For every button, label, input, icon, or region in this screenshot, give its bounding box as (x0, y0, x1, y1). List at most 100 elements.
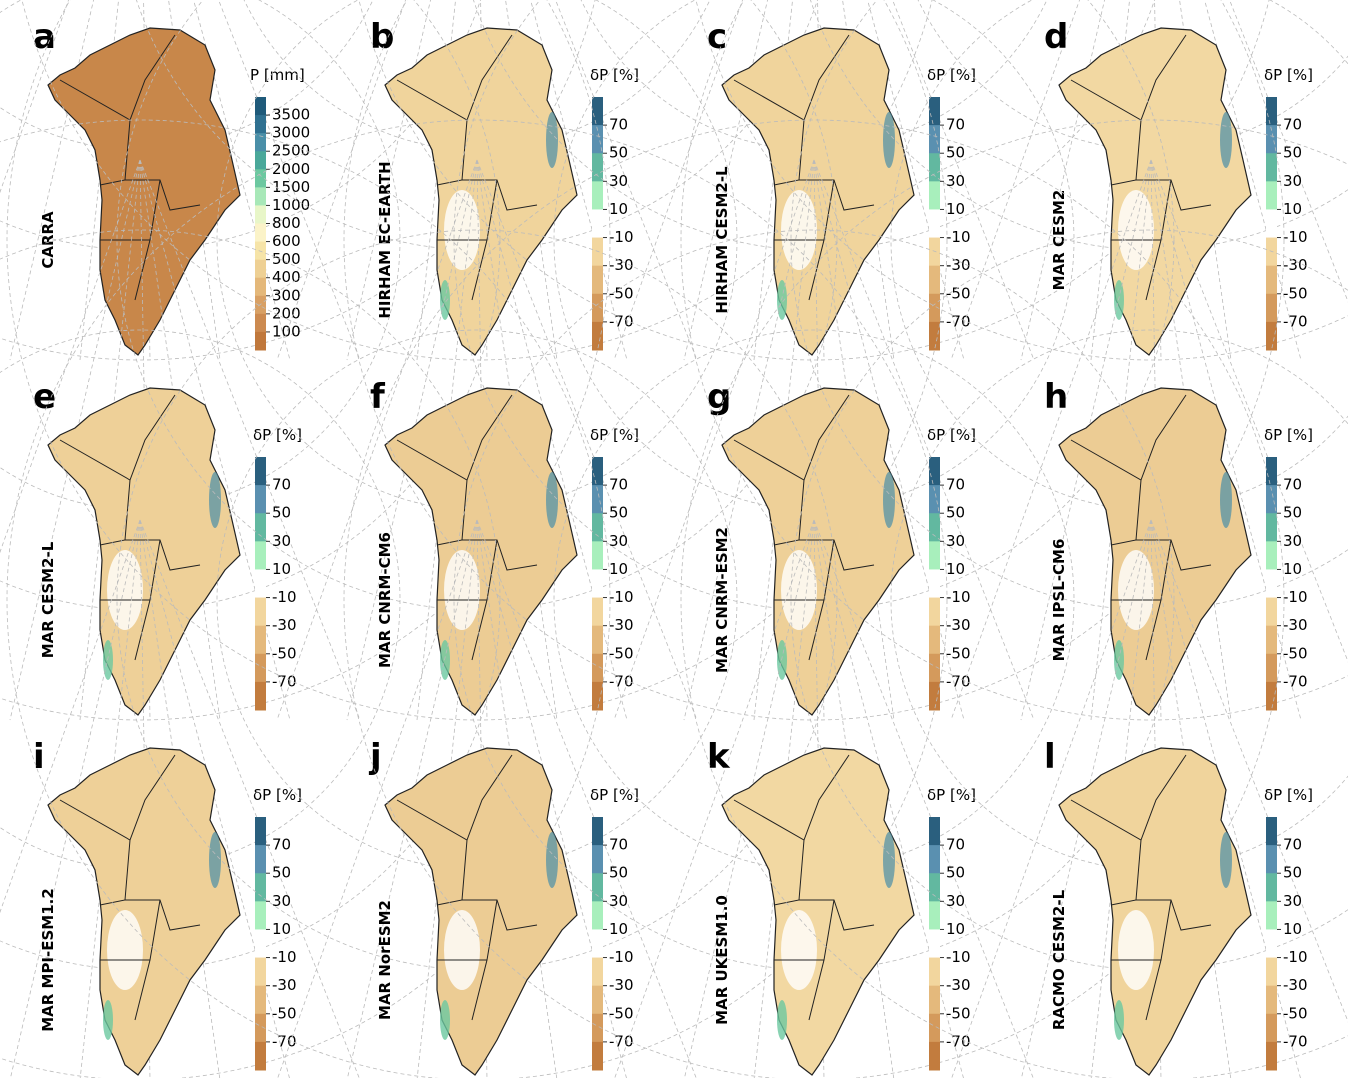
colorbar-tick-label: 50 (609, 144, 628, 162)
colorbar-tick-label: 10 (272, 560, 291, 578)
colorbar-tick-label: 30 (609, 532, 628, 550)
graticule (950, 159, 1152, 721)
colorbar-tick-label: 50 (272, 504, 291, 522)
graticule (613, 0, 743, 361)
basin-boundary (59, 34, 201, 301)
colorbar-tick-label: -30 (609, 616, 634, 634)
colorbar-segment (255, 569, 266, 599)
colorbar-tick-label: -50 (609, 1004, 634, 1022)
colorbar-segment (1266, 321, 1277, 351)
colorbar-segment (1266, 873, 1277, 902)
greenland-map (47, 27, 241, 356)
colorbar-segment (1266, 181, 1277, 210)
colorbar-tick-label: 2500 (272, 142, 310, 160)
wet-coast (546, 832, 558, 888)
graticule (614, 519, 815, 1078)
colorbar-segment (255, 485, 266, 514)
colorbar-tick-label: 10 (946, 560, 965, 578)
colorbar-segment (929, 265, 940, 295)
colorbar-tick-label: -70 (609, 1032, 634, 1050)
colorbar-tick-label: -30 (1283, 256, 1308, 274)
colorbar-tick-label: 70 (272, 476, 291, 494)
greenland-map (721, 387, 915, 716)
colorbar-tick-label: 2000 (272, 160, 310, 178)
colorbar-segment (1266, 97, 1277, 126)
colorbar-tick-label: -50 (272, 644, 297, 662)
colorbar-tick-label: 50 (272, 864, 291, 882)
colorbar-tick-label: 30 (946, 172, 965, 190)
colorbar-segment (592, 541, 603, 570)
colorbar-segment (255, 985, 266, 1015)
colorbar-tick-label: 50 (609, 864, 628, 882)
colorbar-segment (592, 209, 603, 239)
colorbar-tick-label: 50 (946, 504, 965, 522)
colorbar-segment (1266, 541, 1277, 570)
panel: c HIRHAM CESM2-L δP [%] 70 50 30 10 -10 -30 -50 -7… (358, 0, 1270, 361)
colorbar-title: δP [%] (1264, 66, 1313, 84)
colorbar-tick-label: 30 (946, 532, 965, 550)
colorbar-segment (1266, 929, 1277, 959)
colorbar-tick-label: 50 (609, 504, 628, 522)
colorbar-segment (255, 929, 266, 959)
colorbar-segment (929, 569, 940, 599)
greenland-map (384, 27, 578, 356)
colorbar-segment (929, 929, 940, 959)
wet-coast (1220, 832, 1232, 888)
greenland-map (384, 747, 578, 1076)
wet-coast (440, 640, 450, 680)
colorbar-tick-label: 70 (609, 836, 628, 854)
wet-coast (883, 832, 895, 888)
graticule (0, 519, 141, 914)
graticule (680, 0, 1348, 721)
graticule (453, 229, 1175, 971)
colorbar-segment (929, 485, 940, 514)
colorbar-tick-label: -10 (609, 228, 634, 246)
colorbar-tick-label: 30 (272, 532, 291, 550)
colorbar-segment (255, 513, 266, 542)
colorbar-segment (592, 457, 603, 486)
colorbar-tick-label: 3500 (272, 106, 310, 124)
basin-boundary (733, 754, 875, 1021)
colorbar-tick-label: -50 (946, 644, 971, 662)
colorbar-segment (592, 181, 603, 210)
colorbar-segment (1266, 485, 1277, 514)
basin-boundary (733, 34, 875, 301)
panel-label: MAR IPSL-CM6 (1050, 539, 1068, 662)
graticule (0, 159, 141, 554)
wet-coast (1114, 280, 1124, 320)
colorbar-segment (255, 277, 266, 297)
colorbar-tick-label: 1500 (272, 178, 310, 196)
colorbar-segment (929, 817, 940, 846)
colorbar-title: δP [%] (590, 66, 639, 84)
colorbar-tick-label: 10 (946, 200, 965, 218)
colorbar-segment (592, 153, 603, 182)
colorbar-segment (1266, 457, 1277, 486)
wet-coast (546, 112, 558, 168)
colorbar-segment (592, 293, 603, 323)
basin-boundary (396, 754, 538, 1021)
colorbar-tick-label: -50 (946, 284, 971, 302)
colorbar-segment (929, 901, 940, 930)
colorbar-segment (1266, 845, 1277, 874)
graticule (276, 159, 478, 721)
colorbar-segment (255, 313, 266, 333)
colorbar-tick-label: -70 (1283, 312, 1308, 330)
colorbar-segment (929, 653, 940, 683)
no-change-area (444, 910, 480, 990)
colorbar-tick-label: 10 (946, 920, 965, 938)
panel-letter: j (368, 737, 382, 777)
colorbar-tick-label: 10 (609, 200, 628, 218)
colorbar-segment (1266, 957, 1277, 987)
colorbar-tick-label: 30 (1283, 532, 1302, 550)
colorbar-segment (1266, 985, 1277, 1015)
colorbar-title: δP [%] (927, 786, 976, 804)
colorbar-segment (592, 513, 603, 542)
colorbar-segment (255, 259, 266, 279)
colorbar-segment (255, 681, 266, 711)
colorbar-segment (929, 1041, 940, 1071)
colorbar-segment (255, 541, 266, 570)
colorbar-tick-label: 10 (1283, 560, 1302, 578)
colorbar-tick-label: 10 (1283, 200, 1302, 218)
basin-boundary (1070, 394, 1212, 661)
colorbar-segment (592, 929, 603, 959)
